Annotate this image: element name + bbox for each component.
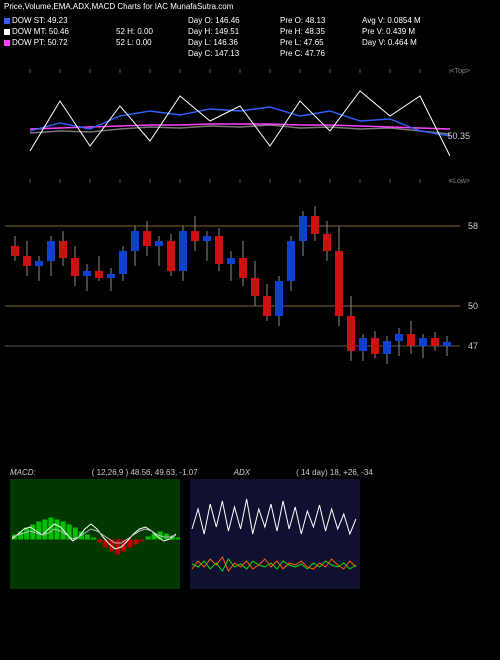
- label-2: DOW PT: 50.72: [12, 38, 68, 47]
- c4-2: Pre L: 47.65: [280, 38, 360, 47]
- svg-text:58: 58: [468, 221, 478, 231]
- svg-text:<Top>: <Top>: [451, 68, 470, 75]
- c5-1: Pre V: 0.439 M: [362, 27, 462, 36]
- header-row-1: DOW MT: 50.46 52 H: 0.00 Day H: 149.51 P…: [4, 26, 496, 37]
- c4-1: Pre H: 48.35: [280, 27, 360, 36]
- header-row-3: Day C: 147.13 Pre C: 47.76: [4, 48, 496, 59]
- macd-params: ( 12,26,9 ) 48.56, 49.63, -1.07: [92, 468, 198, 477]
- c2-2: 52 L: 0.00: [116, 38, 186, 47]
- indicator-labels: MACD: ( 12,26,9 ) 48.56, 49.63, -1.07 AD…: [0, 466, 500, 479]
- c4-0: Pre O: 48.13: [280, 16, 360, 25]
- header-row-0: DOW ST: 49.23 Day O: 146.46 Pre O: 48.13…: [4, 15, 496, 26]
- c5-0: Avg V: 0.0854 M: [362, 16, 462, 25]
- label-0: DOW ST: 49.23: [12, 16, 68, 25]
- header-row-2: DOW PT: 50.72 52 L: 0.00 Day L: 146.36 P…: [4, 37, 496, 48]
- swatch-0: [4, 18, 10, 24]
- svg-text:47: 47: [468, 341, 478, 351]
- macd-panel: [10, 479, 180, 589]
- c3-2: Day L: 146.36: [188, 38, 278, 47]
- chart-title: Price,Volume,EMA,ADX,MACD Charts for IAC…: [0, 0, 500, 13]
- label-1: DOW MT: 50.46: [12, 27, 69, 36]
- c3-0: Day O: 146.46: [188, 16, 278, 25]
- adx-panel: [190, 479, 360, 589]
- macd-label: MACD:: [10, 468, 36, 477]
- adx-label: ADX: [234, 468, 250, 477]
- svg-text:50.35: 50.35: [447, 131, 470, 141]
- svg-text:<Low>: <Low>: [449, 178, 470, 185]
- c3-1: Day H: 149.51: [188, 27, 278, 36]
- adx-params: ( 14 day) 18, +26, -34: [296, 468, 373, 477]
- candle-chart: 58 50 47: [0, 186, 500, 381]
- c3-3: Day C: 147.13: [188, 49, 278, 58]
- c2-1: 52 H: 0.00: [116, 27, 186, 36]
- swatch-2: [4, 40, 10, 46]
- c4-3: Pre C: 47.76: [280, 49, 360, 58]
- header-block: DOW ST: 49.23 Day O: 146.46 Pre O: 48.13…: [0, 13, 500, 61]
- upper-chart: <Top> 50.35 <Low>: [0, 61, 500, 186]
- svg-text:50: 50: [468, 301, 478, 311]
- swatch-1: [4, 29, 10, 35]
- c5-2: Day V: 0.464 M: [362, 38, 462, 47]
